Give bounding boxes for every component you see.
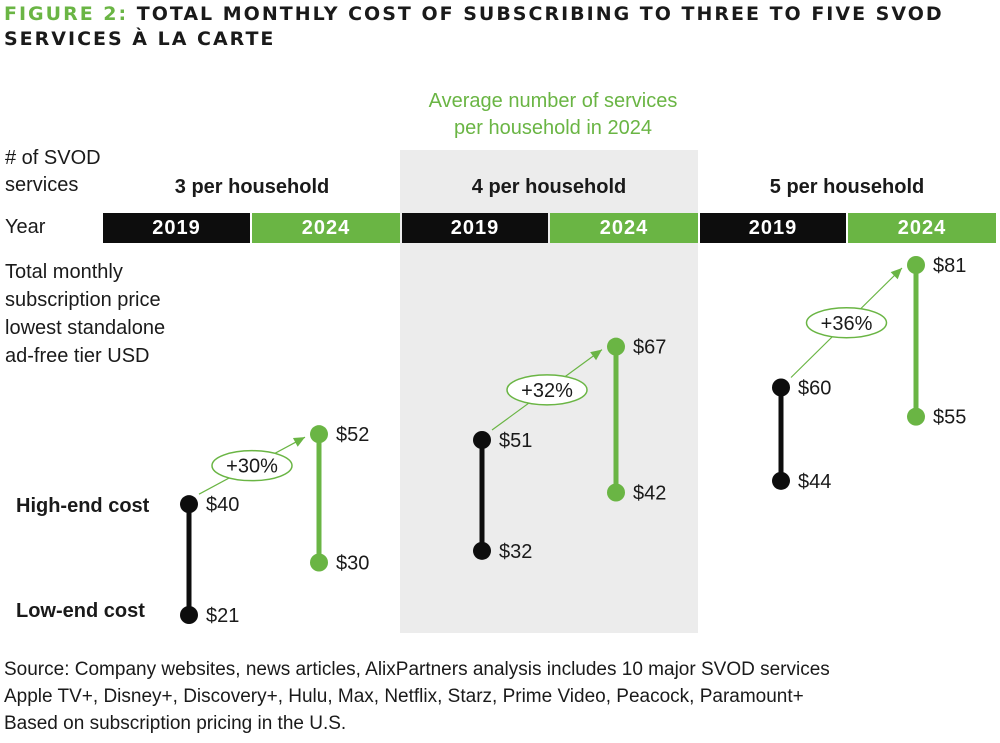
services-row-label-line2: services [5,174,79,196]
low-value-label-g3-2019: $44 [798,471,831,493]
high-point-g3-2019 [772,378,790,397]
low-value-label-g1-2019: $21 [206,605,239,627]
year-cell-g1-2024: 2024 [252,213,400,243]
source-note: Source: Company websites, news articles,… [4,656,996,737]
services-row-label-line1: # of SVOD [5,147,101,169]
change-arrow-head-g2 [590,349,602,361]
source-line2: Apple TV+, Disney+, Discovery+, Hulu, Ma… [4,686,804,707]
low-value-label-g3-2024: $55 [933,407,966,429]
high-point-g2-2024 [607,337,625,356]
high-value-label-g2-2024: $67 [633,337,666,359]
change-percent-label-g3: +36% [821,313,873,335]
year-cell-g2-2024: 2024 [550,213,698,243]
high-point-g3-2024 [907,256,925,274]
low-value-label-g2-2019: $32 [499,541,532,563]
average-services-note-line2: per household in 2024 [454,117,652,139]
high-end-cost-label: High-end cost [16,495,150,517]
high-value-label-g1-2019: $40 [206,494,239,516]
change-badge-g2 [506,374,588,406]
low-point-g3-2024 [907,407,925,426]
average-services-note: Average number of services per household… [400,88,706,142]
year-cell-g3-2024: 2024 [848,213,996,243]
low-point-g2-2019 [473,541,491,560]
high-value-label-g3-2019: $60 [798,378,831,400]
group-title-3-per-household: 3 per household [174,176,330,198]
source-line1: Source: Company websites, news articles,… [4,659,830,680]
high-point-g1-2024 [310,425,328,444]
source-line3: Based on subscription pricing in the U.S… [4,713,347,734]
price-row-label-line3: lowest standalone [5,317,166,339]
group-title-4-per-household: 4 per household [471,176,627,198]
change-badge-g3 [805,307,888,339]
high-value-label-g1-2024: $52 [336,424,369,446]
low-value-label-g1-2024: $30 [336,553,369,575]
change-percent-label-g1: +30% [226,456,278,478]
low-end-cost-label: Low-end cost [16,600,145,622]
high-point-g1-2019 [180,495,198,514]
figure-title: FIGURE 2: TOTAL MONTHLY COST OF SUBSCRIB… [4,2,984,52]
high-value-label-g3-2024: $81 [933,255,966,277]
low-point-g1-2019 [180,606,198,624]
low-point-g1-2024 [310,553,328,572]
low-point-g3-2019 [772,471,790,490]
change-badge-g1 [211,449,293,482]
price-row-label-line1: Total monthly [5,261,123,283]
low-point-g2-2024 [607,483,625,502]
change-arrow-head-g1 [292,437,305,447]
year-row-label: Year [5,216,46,238]
change-percent-label-g2: +32% [521,380,573,402]
year-cell-g2-2019: 2019 [402,213,548,243]
low-value-label-g2-2024: $42 [633,483,666,505]
high-value-label-g2-2019: $51 [499,430,532,452]
figure-title-text: TOTAL MONTHLY COST OF SUBSCRIBING TO THR… [4,3,944,50]
change-arrow-head-g3 [890,268,902,280]
figure-label: FIGURE 2: [4,3,129,25]
price-row-label-line4: ad-free tier USD [5,345,150,367]
year-cell-g1-2019: 2019 [103,213,250,243]
group-title-5-per-household: 5 per household [769,176,925,198]
average-services-note-line1: Average number of services [428,90,678,112]
price-row-label-line2: subscription price [5,289,161,311]
year-cell-g3-2019: 2019 [700,213,846,243]
high-point-g2-2019 [473,431,491,449]
